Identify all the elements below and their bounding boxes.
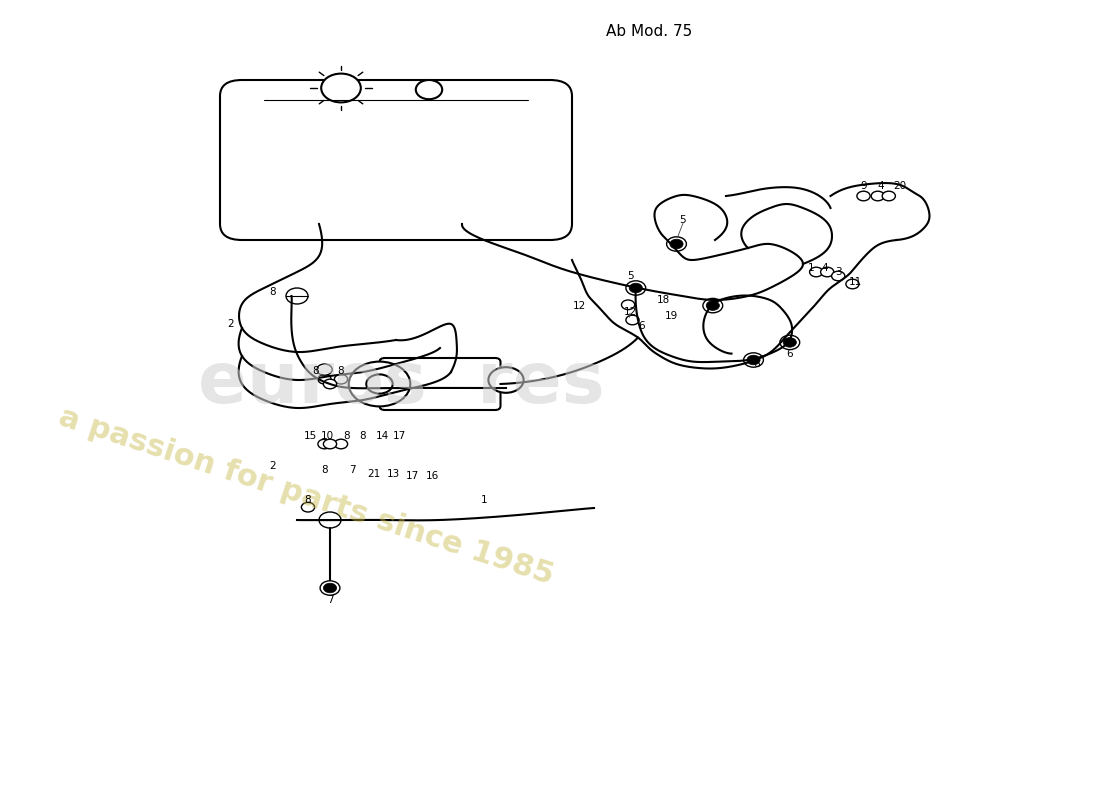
Circle shape: [626, 281, 646, 295]
FancyBboxPatch shape: [220, 80, 572, 240]
Circle shape: [703, 298, 723, 313]
Text: 17: 17: [393, 431, 406, 441]
Circle shape: [706, 301, 719, 310]
Text: 20: 20: [893, 181, 906, 190]
Text: 8: 8: [338, 366, 344, 376]
Circle shape: [846, 279, 859, 289]
Text: 19: 19: [664, 311, 678, 321]
Circle shape: [318, 374, 331, 384]
Text: 2: 2: [270, 461, 276, 470]
Text: 18: 18: [657, 295, 670, 305]
Text: 12: 12: [573, 301, 586, 310]
Circle shape: [780, 335, 800, 350]
Text: Ab Mod. 75: Ab Mod. 75: [606, 24, 692, 39]
Circle shape: [334, 374, 348, 384]
Circle shape: [318, 439, 331, 449]
Circle shape: [317, 364, 332, 375]
Text: 14: 14: [376, 431, 389, 441]
Text: 6: 6: [754, 359, 760, 369]
Circle shape: [319, 512, 341, 528]
Circle shape: [349, 362, 410, 406]
Text: 6: 6: [786, 349, 793, 358]
Text: 1: 1: [481, 495, 487, 505]
Text: 7: 7: [327, 595, 333, 605]
Text: 5: 5: [627, 271, 634, 281]
Text: 6: 6: [638, 321, 645, 330]
Circle shape: [882, 191, 895, 201]
Text: euros  res: euros res: [198, 350, 605, 418]
Text: 2: 2: [228, 319, 234, 329]
Circle shape: [416, 80, 442, 99]
Circle shape: [320, 581, 340, 595]
Circle shape: [626, 315, 639, 325]
Circle shape: [810, 267, 823, 277]
Text: 11: 11: [849, 277, 862, 286]
Circle shape: [301, 502, 315, 512]
Text: 16: 16: [426, 471, 439, 481]
Circle shape: [323, 379, 337, 389]
Text: 8: 8: [360, 431, 366, 441]
Text: 4: 4: [822, 263, 828, 273]
Text: 9: 9: [860, 181, 867, 190]
Text: 8: 8: [270, 287, 276, 297]
Text: 8: 8: [305, 495, 311, 505]
Circle shape: [832, 271, 845, 281]
Text: 17: 17: [406, 471, 419, 481]
Text: 21: 21: [367, 469, 381, 478]
Text: 1: 1: [807, 263, 814, 273]
Text: a passion for parts since 1985: a passion for parts since 1985: [55, 402, 558, 590]
Circle shape: [366, 374, 393, 394]
Circle shape: [488, 367, 524, 393]
Circle shape: [667, 237, 686, 251]
Circle shape: [821, 267, 834, 277]
Circle shape: [629, 283, 642, 293]
Circle shape: [323, 583, 337, 593]
Text: 13: 13: [387, 469, 400, 478]
Circle shape: [783, 338, 796, 347]
Text: 8: 8: [312, 366, 319, 376]
Circle shape: [621, 300, 635, 310]
Circle shape: [286, 288, 308, 304]
Circle shape: [871, 191, 884, 201]
Text: 12: 12: [624, 307, 637, 317]
Circle shape: [747, 355, 760, 365]
Circle shape: [321, 74, 361, 102]
Circle shape: [744, 353, 763, 367]
Circle shape: [323, 439, 337, 449]
Circle shape: [670, 239, 683, 249]
Text: 4: 4: [878, 181, 884, 190]
Text: 15: 15: [304, 431, 317, 441]
Text: 8: 8: [321, 465, 328, 474]
Text: 7: 7: [349, 465, 355, 474]
FancyBboxPatch shape: [379, 358, 500, 410]
Circle shape: [334, 439, 348, 449]
Text: 8: 8: [343, 431, 350, 441]
Text: 5: 5: [679, 215, 685, 225]
Text: 10: 10: [321, 431, 334, 441]
Circle shape: [857, 191, 870, 201]
Text: 3: 3: [835, 267, 842, 277]
